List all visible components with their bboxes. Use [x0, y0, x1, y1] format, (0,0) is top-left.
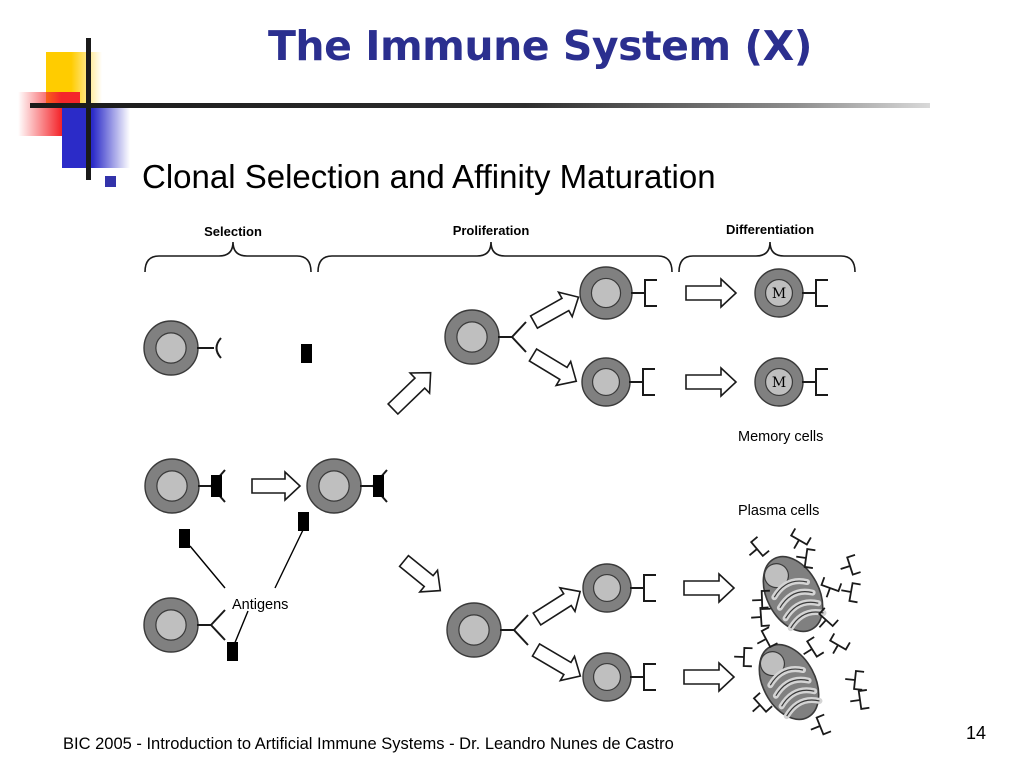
secreted-antibody-icon	[810, 713, 832, 736]
bullet-row: Clonal Selection and Affinity Maturation	[105, 158, 716, 196]
proliferation-arrow-top-2	[528, 347, 578, 387]
logo-vertical-line	[86, 38, 91, 180]
secreted-antibody-icon	[820, 576, 843, 598]
annotation-plasma-cells: Plasma cells	[738, 503, 820, 519]
antigen-leader-1	[189, 545, 226, 589]
cells-group: MM	[143, 266, 828, 702]
annotation-memory-cells: Memory cells	[738, 429, 824, 445]
proliferation-arrow-top-1	[529, 291, 580, 330]
secreted-antibody-icon	[850, 689, 870, 710]
free-antigen-3	[298, 512, 309, 531]
secreted-antibody-icon	[796, 548, 816, 569]
secreted-antibody-icon	[734, 647, 753, 668]
naive-cell-lower-left	[143, 597, 226, 653]
memory-cell-label: M	[772, 286, 786, 302]
secreted-antibody-icon	[756, 626, 778, 649]
antigen-leader-2	[274, 529, 304, 589]
secreted-antibody-icon	[828, 632, 851, 654]
stimulated-cell-left	[144, 458, 226, 514]
free-antigen-2	[179, 529, 190, 548]
antigen-leader-lines-group	[189, 529, 304, 646]
bound-antigen	[373, 475, 384, 497]
proliferation-brace	[317, 241, 673, 273]
differentiation-arrow-pls-2	[683, 661, 736, 693]
section-label-selection: Selection	[204, 224, 262, 239]
free-antigens-group	[179, 344, 312, 661]
secreted-antibody-icon	[748, 536, 770, 558]
section-label-proliferation: Proliferation	[452, 223, 530, 238]
memory-cell-label: M	[772, 375, 786, 391]
proliferating-cell-top	[444, 309, 527, 365]
logo-blue-square	[62, 106, 130, 168]
secreted-antibody-icon	[818, 607, 839, 628]
differentiation-arrow-mem-2	[685, 366, 738, 398]
secreted-antibody-icon	[752, 589, 771, 610]
secreted-antibody-icon	[752, 692, 773, 713]
proliferation-arrow-bot-1	[532, 586, 582, 627]
clone-top-1	[579, 266, 657, 320]
activation-arrow-down	[398, 554, 442, 593]
differentiation-arrow-pls-1	[683, 572, 736, 604]
antigen-leader-3	[233, 610, 249, 646]
secreted-antibody-icon	[803, 636, 825, 658]
secreted-antibody-icon	[840, 554, 861, 576]
decorative-logo	[18, 28, 148, 180]
arrows-group	[251, 277, 738, 693]
proliferating-cell-bottom	[446, 602, 529, 658]
plasma-cell-2	[758, 643, 823, 721]
secreted-antibody-icon	[751, 606, 770, 627]
proliferation-arrow-bot-2	[531, 642, 582, 682]
stimulated-cell-right	[306, 458, 388, 514]
free-antigen-4	[227, 642, 238, 661]
annotation-antigens: Antigens	[232, 597, 289, 613]
page-number: 14	[966, 723, 987, 743]
page-title: The Immune System (X)	[267, 22, 813, 70]
memory-cell-2: M	[754, 357, 828, 407]
activation-arrow-up	[387, 371, 432, 416]
clone-bottom-2	[582, 652, 656, 702]
secreted-antibody-icon	[789, 527, 812, 549]
selection-brace	[144, 241, 312, 273]
section-braces-group	[144, 241, 856, 273]
secreted-antibody-icon	[845, 670, 865, 691]
differentiation-brace	[678, 241, 856, 273]
bullet-text: Clonal Selection and Affinity Maturation	[142, 158, 716, 195]
free-antigen-1	[301, 344, 312, 363]
memory-cell-1: M	[754, 268, 828, 318]
footer-text: BIC 2005 - Introduction to Artificial Im…	[63, 735, 674, 753]
clone-bottom-1	[582, 563, 656, 613]
bound-antigen	[211, 475, 222, 497]
differentiation-arrow-mem-1	[685, 277, 738, 309]
naive-cell-unmatched	[143, 320, 222, 376]
plasma-cells-group	[734, 527, 870, 736]
plasma-cell-1	[762, 555, 827, 633]
title-underline-rule	[30, 103, 930, 108]
secreted-antibody-icon	[841, 582, 861, 604]
clone-top-2	[581, 357, 655, 407]
binding-arrow	[251, 470, 302, 502]
section-label-differentiation: Differentiation	[725, 222, 815, 237]
bullet-square-icon	[105, 175, 116, 187]
